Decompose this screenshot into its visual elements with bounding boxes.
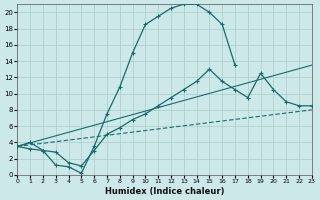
X-axis label: Humidex (Indice chaleur): Humidex (Indice chaleur) <box>105 187 224 196</box>
